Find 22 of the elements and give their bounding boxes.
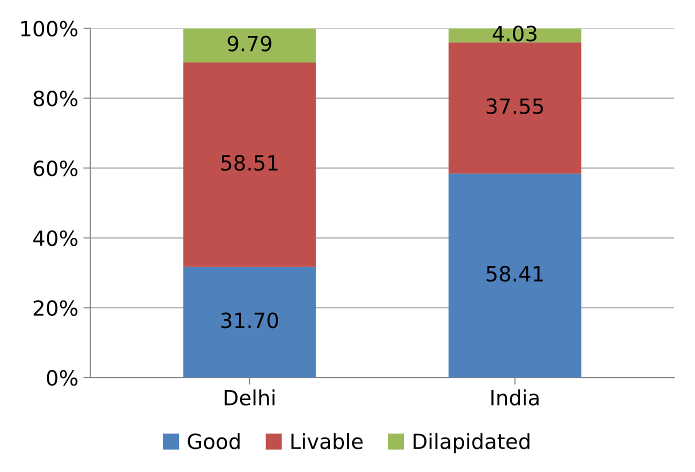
data-label: 9.79: [228, 36, 272, 52]
x-tick-label: India: [491, 389, 539, 406]
legend-label: Livable: [291, 433, 363, 450]
legend-label: Dilapidated: [414, 433, 530, 454]
bar: [183, 62, 316, 267]
data-label: 31.70: [221, 312, 278, 328]
data-label: 58.41: [486, 266, 543, 282]
x-tick-label: Delhi: [224, 389, 274, 406]
y-tick-label: 40%: [33, 230, 78, 246]
data-label: 58.51: [221, 154, 278, 171]
bar: [183, 28, 316, 63]
data-label: 37.55: [486, 98, 543, 114]
y-tick-label: 0%: [46, 370, 78, 386]
y-tick-label: 60%: [34, 160, 78, 176]
data-label: 4.03: [492, 26, 536, 42]
bar: [448, 42, 582, 174]
y-tick-label: 80%: [34, 90, 78, 106]
y-tick-label: 20%: [34, 300, 78, 316]
legend-label: Good: [188, 433, 240, 450]
y-tick-label: 100%: [21, 20, 78, 37]
bar: [448, 174, 582, 378]
bar: [183, 266, 316, 378]
